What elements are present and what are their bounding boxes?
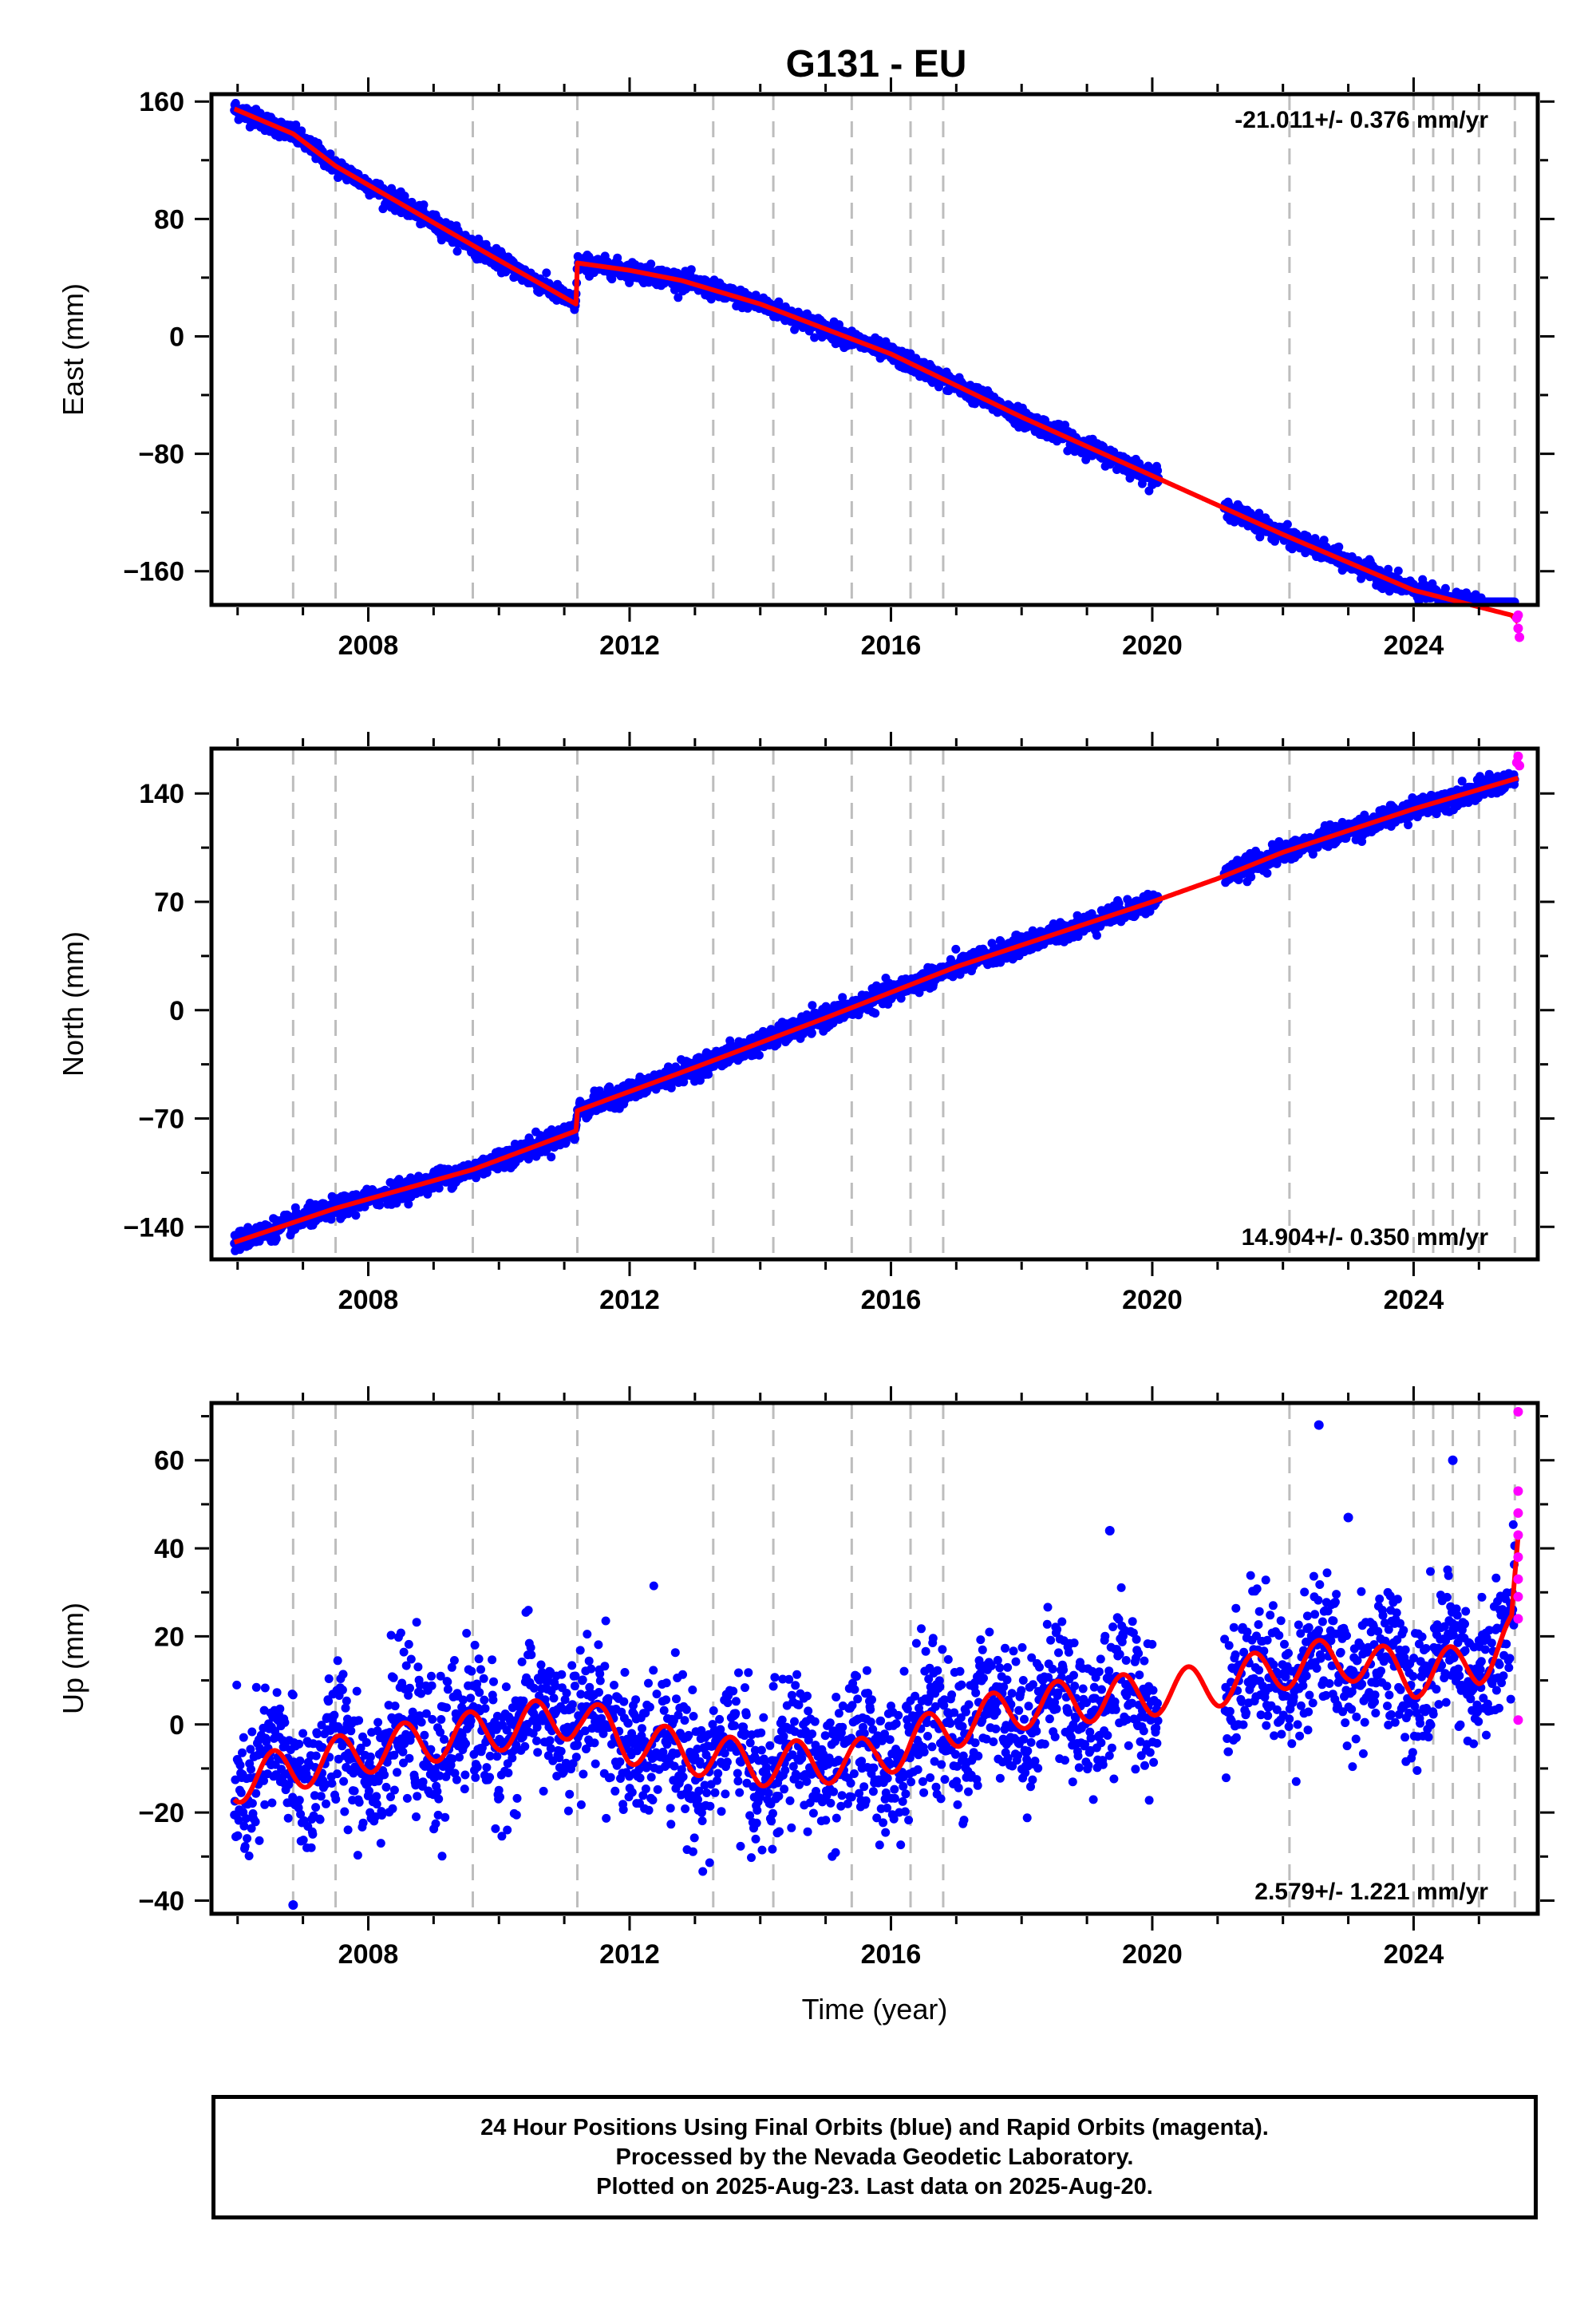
east-panel: 2008 2012 2016 2020 2024 −160 −80 0 80 160 East (m… <box>57 77 1555 661</box>
data-point <box>542 268 551 278</box>
y-tick-label: 160 <box>139 87 184 117</box>
chart-title: G131 - EU <box>786 43 967 85</box>
x-tick-label: 2024 <box>1384 630 1444 661</box>
data-point <box>674 293 683 302</box>
data-point <box>607 275 617 284</box>
x-tick-label: 2020 <box>1122 630 1183 661</box>
y-tick-label: −80 <box>138 440 184 470</box>
rapid-orbit-point <box>1515 632 1525 642</box>
y-axis-label: East (mm) <box>57 283 89 416</box>
data-point <box>871 1009 880 1018</box>
data-point <box>951 944 961 954</box>
data-point <box>547 1152 556 1162</box>
data-point <box>326 149 335 159</box>
data-point <box>297 126 306 136</box>
rate-annotation: -21.011+/- 0.376 mm/yr <box>1235 107 1488 133</box>
y-tick-label: 0 <box>169 322 184 352</box>
x-tick-label: 2008 <box>338 630 399 661</box>
y-tick-label: 80 <box>154 204 184 235</box>
data-point <box>419 200 429 210</box>
data-point <box>807 1028 816 1037</box>
data-point <box>452 247 462 256</box>
data-point <box>754 1050 764 1060</box>
y-tick-label: −160 <box>123 557 184 587</box>
rapid-orbit-point <box>1513 623 1523 634</box>
data-point <box>351 1211 361 1220</box>
data-point <box>1393 566 1403 575</box>
final-orbits-series <box>230 98 1519 607</box>
data-point <box>291 121 301 129</box>
rapid-orbit-point <box>1513 610 1523 620</box>
data-point <box>1334 542 1344 551</box>
data-point <box>808 1001 817 1010</box>
x-tick-label: 2016 <box>861 630 922 661</box>
data-point <box>271 1234 281 1243</box>
data-point <box>646 259 656 269</box>
data-point <box>1282 520 1292 529</box>
data-point <box>686 265 696 275</box>
data-point <box>571 1134 579 1144</box>
x-tick-label: 2012 <box>599 630 660 661</box>
